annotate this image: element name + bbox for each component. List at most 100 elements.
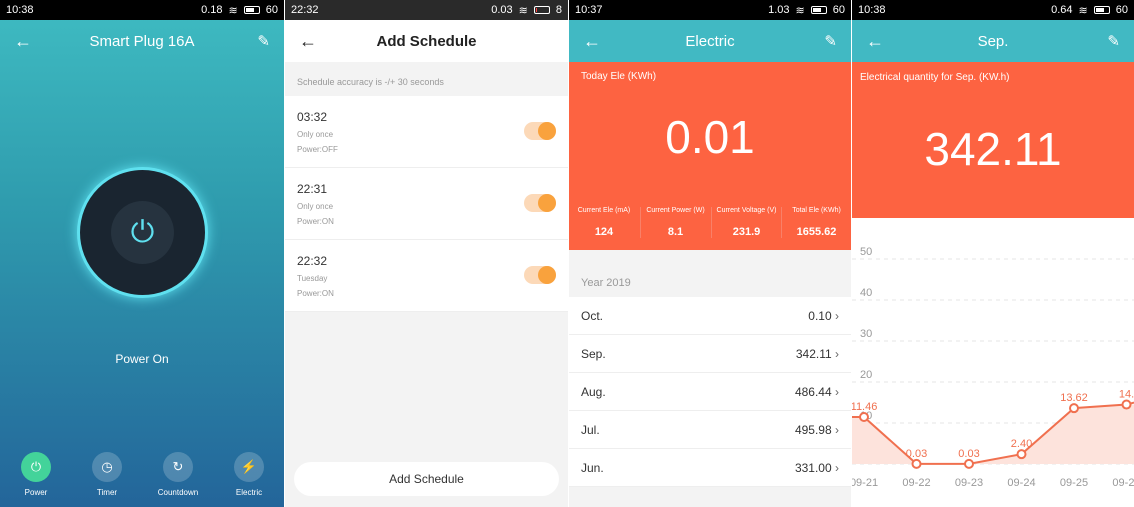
back-arrow-icon[interactable]: ← [866,30,884,51]
month-subtitle: Electrical quantity for Sep. (KW.h) [860,72,1010,83]
battery-level: 60 [1115,4,1128,16]
y-tick-label: 30 [860,328,872,340]
nav-power[interactable]: ⏻ Power [6,452,66,497]
schedule-toggle[interactable] [524,266,556,284]
month-value: 0.10 › [808,309,839,323]
stat-value: 124 [594,226,614,238]
month-name: Aug. [581,384,606,399]
month-detail-screen: 10:38 0.64 ≋ 60 ← Sep. ✎ Electrical quantity … [852,0,1134,507]
stat-label: Current Voltage (V) [716,207,777,214]
chevron-right-icon: › [835,308,839,323]
schedule-repeat: Only once [297,202,334,211]
page-title: Add Schedule [376,32,477,50]
back-arrow-icon[interactable]: ← [14,30,32,51]
month-row[interactable]: Jun. 331.00 › [569,449,851,487]
schedule-repeat: Only once [297,130,334,139]
power-button[interactable]: ⏻ [77,167,208,298]
chevron-right-icon: › [835,346,839,361]
schedule-item[interactable]: 22:31 Only once Power:ON [285,168,568,240]
data-point [859,412,869,423]
schedule-toggle[interactable] [524,122,556,140]
month-value-text: 495.98 [794,422,832,437]
add-schedule-button[interactable]: Add Schedule [294,462,559,496]
nav-label: Electric [235,488,263,497]
month-value: 342.11 › [796,347,839,361]
stat-current: Current Ele (mA) 124 [569,207,639,238]
status-time: 10:38 [858,4,886,16]
schedule-time: 22:32 [297,254,328,268]
net-speed: 0.18 [201,4,223,16]
schedule-toggle[interactable] [524,194,556,212]
data-point [1016,449,1027,460]
schedule-time: 22:31 [297,182,328,196]
y-tick-label: 50 [860,246,872,258]
stat-value: 1655.62 [796,226,837,238]
accuracy-note: Schedule accuracy is -/+ 30 seconds [297,77,444,87]
chevron-right-icon: › [835,422,839,437]
nav-label: Power [24,488,48,497]
battery-level: 60 [265,4,278,16]
month-row[interactable]: Oct. 0.10 › [569,297,851,335]
schedule-power: Power:ON [297,289,334,298]
back-arrow-icon[interactable]: ← [299,30,317,51]
month-name: Sep. [581,346,606,361]
nav-label: Countdown [157,488,199,497]
edit-icon[interactable]: ✎ [824,33,837,50]
data-label: 0.03 [906,448,927,460]
header: ← Add Schedule [285,20,568,62]
status-bar: 10:38 0.64 ≋ 60 [852,0,1134,20]
today-value: 0.01 [665,111,755,163]
data-label: 14. [1119,389,1134,401]
status-bar: 10:37 1.03 ≋ 60 [569,0,851,20]
wifi-icon: ≋ [518,4,528,17]
month-value: 486.44 › [795,385,839,399]
status-bar: 10:38 0.18 ≋ 60 [0,0,284,20]
battery-icon [533,6,550,14]
x-tick-label: 09-21 [852,477,878,489]
battery-icon [1093,6,1110,14]
x-tick-label: 09-24 [1007,477,1035,489]
wifi-icon: ≋ [795,4,805,17]
y-tick-label: 20 [860,369,872,381]
status-bar: 22:32 0.03 ≋ 8 [285,0,568,20]
status-time: 10:37 [575,4,603,16]
nav-electric[interactable]: ⚡ Electric [219,452,279,497]
nav-countdown[interactable]: ↻ Countdown [148,452,208,497]
data-label: 0.03 [958,448,979,460]
power-icon: ⏻ [111,201,174,264]
schedule-item[interactable]: 03:32 Only once Power:OFF [285,96,568,168]
nav-timer[interactable]: ◷ Timer [77,452,137,497]
data-point [1069,403,1079,414]
data-label: 11.46 [852,401,877,413]
y-tick-label: 40 [860,287,872,299]
month-row[interactable]: Aug. 486.44 › [569,373,851,411]
add-schedule-screen: 22:32 0.03 ≋ 8 ← Add Schedule Schedule accur… [285,0,568,507]
month-value-text: 331.00 [794,460,832,475]
status-time: 22:32 [291,4,319,16]
chevron-right-icon: › [835,384,839,399]
stat-power: Current Power (W) 8.1 [640,207,710,238]
x-tick-label: 09-22 [902,477,930,489]
schedule-repeat: Tuesday [297,274,328,283]
chevron-right-icon: › [835,460,839,475]
schedule-item[interactable]: 22:32 Tuesday Power:ON [285,240,568,312]
month-row[interactable]: Jul. 495.98 › [569,411,851,449]
header: ← Sep. ✎ [852,20,1134,62]
back-arrow-icon[interactable]: ← [583,30,601,51]
stat-label: Current Ele (mA) [577,207,631,214]
power-state: Power On [115,352,169,366]
month-row[interactable]: Sep. 342.11 › [569,335,851,373]
stat-voltage: Current Voltage (V) 231.9 [711,207,781,238]
today-summary: Today Ele (KWh) 0.01 Current Ele (mA) 124… [569,62,851,250]
edit-icon[interactable]: ✎ [1107,33,1120,50]
electric-screen: 10:37 1.03 ≋ 60 ← Electric ✎ Today Ele (KWh) … [569,0,851,507]
area-fill [852,404,1134,464]
schedule-time: 03:32 [297,110,328,124]
net-speed: 1.03 [768,4,790,16]
status-time: 10:38 [6,4,34,16]
stat-label: Current Power (W) [646,207,705,214]
edit-icon[interactable]: ✎ [257,33,270,50]
month-name: Jul. [581,422,600,437]
net-speed: 0.64 [1051,4,1073,16]
daily-chart: 0102030405011.4609-210.0309-220.0309-232… [852,246,1134,489]
